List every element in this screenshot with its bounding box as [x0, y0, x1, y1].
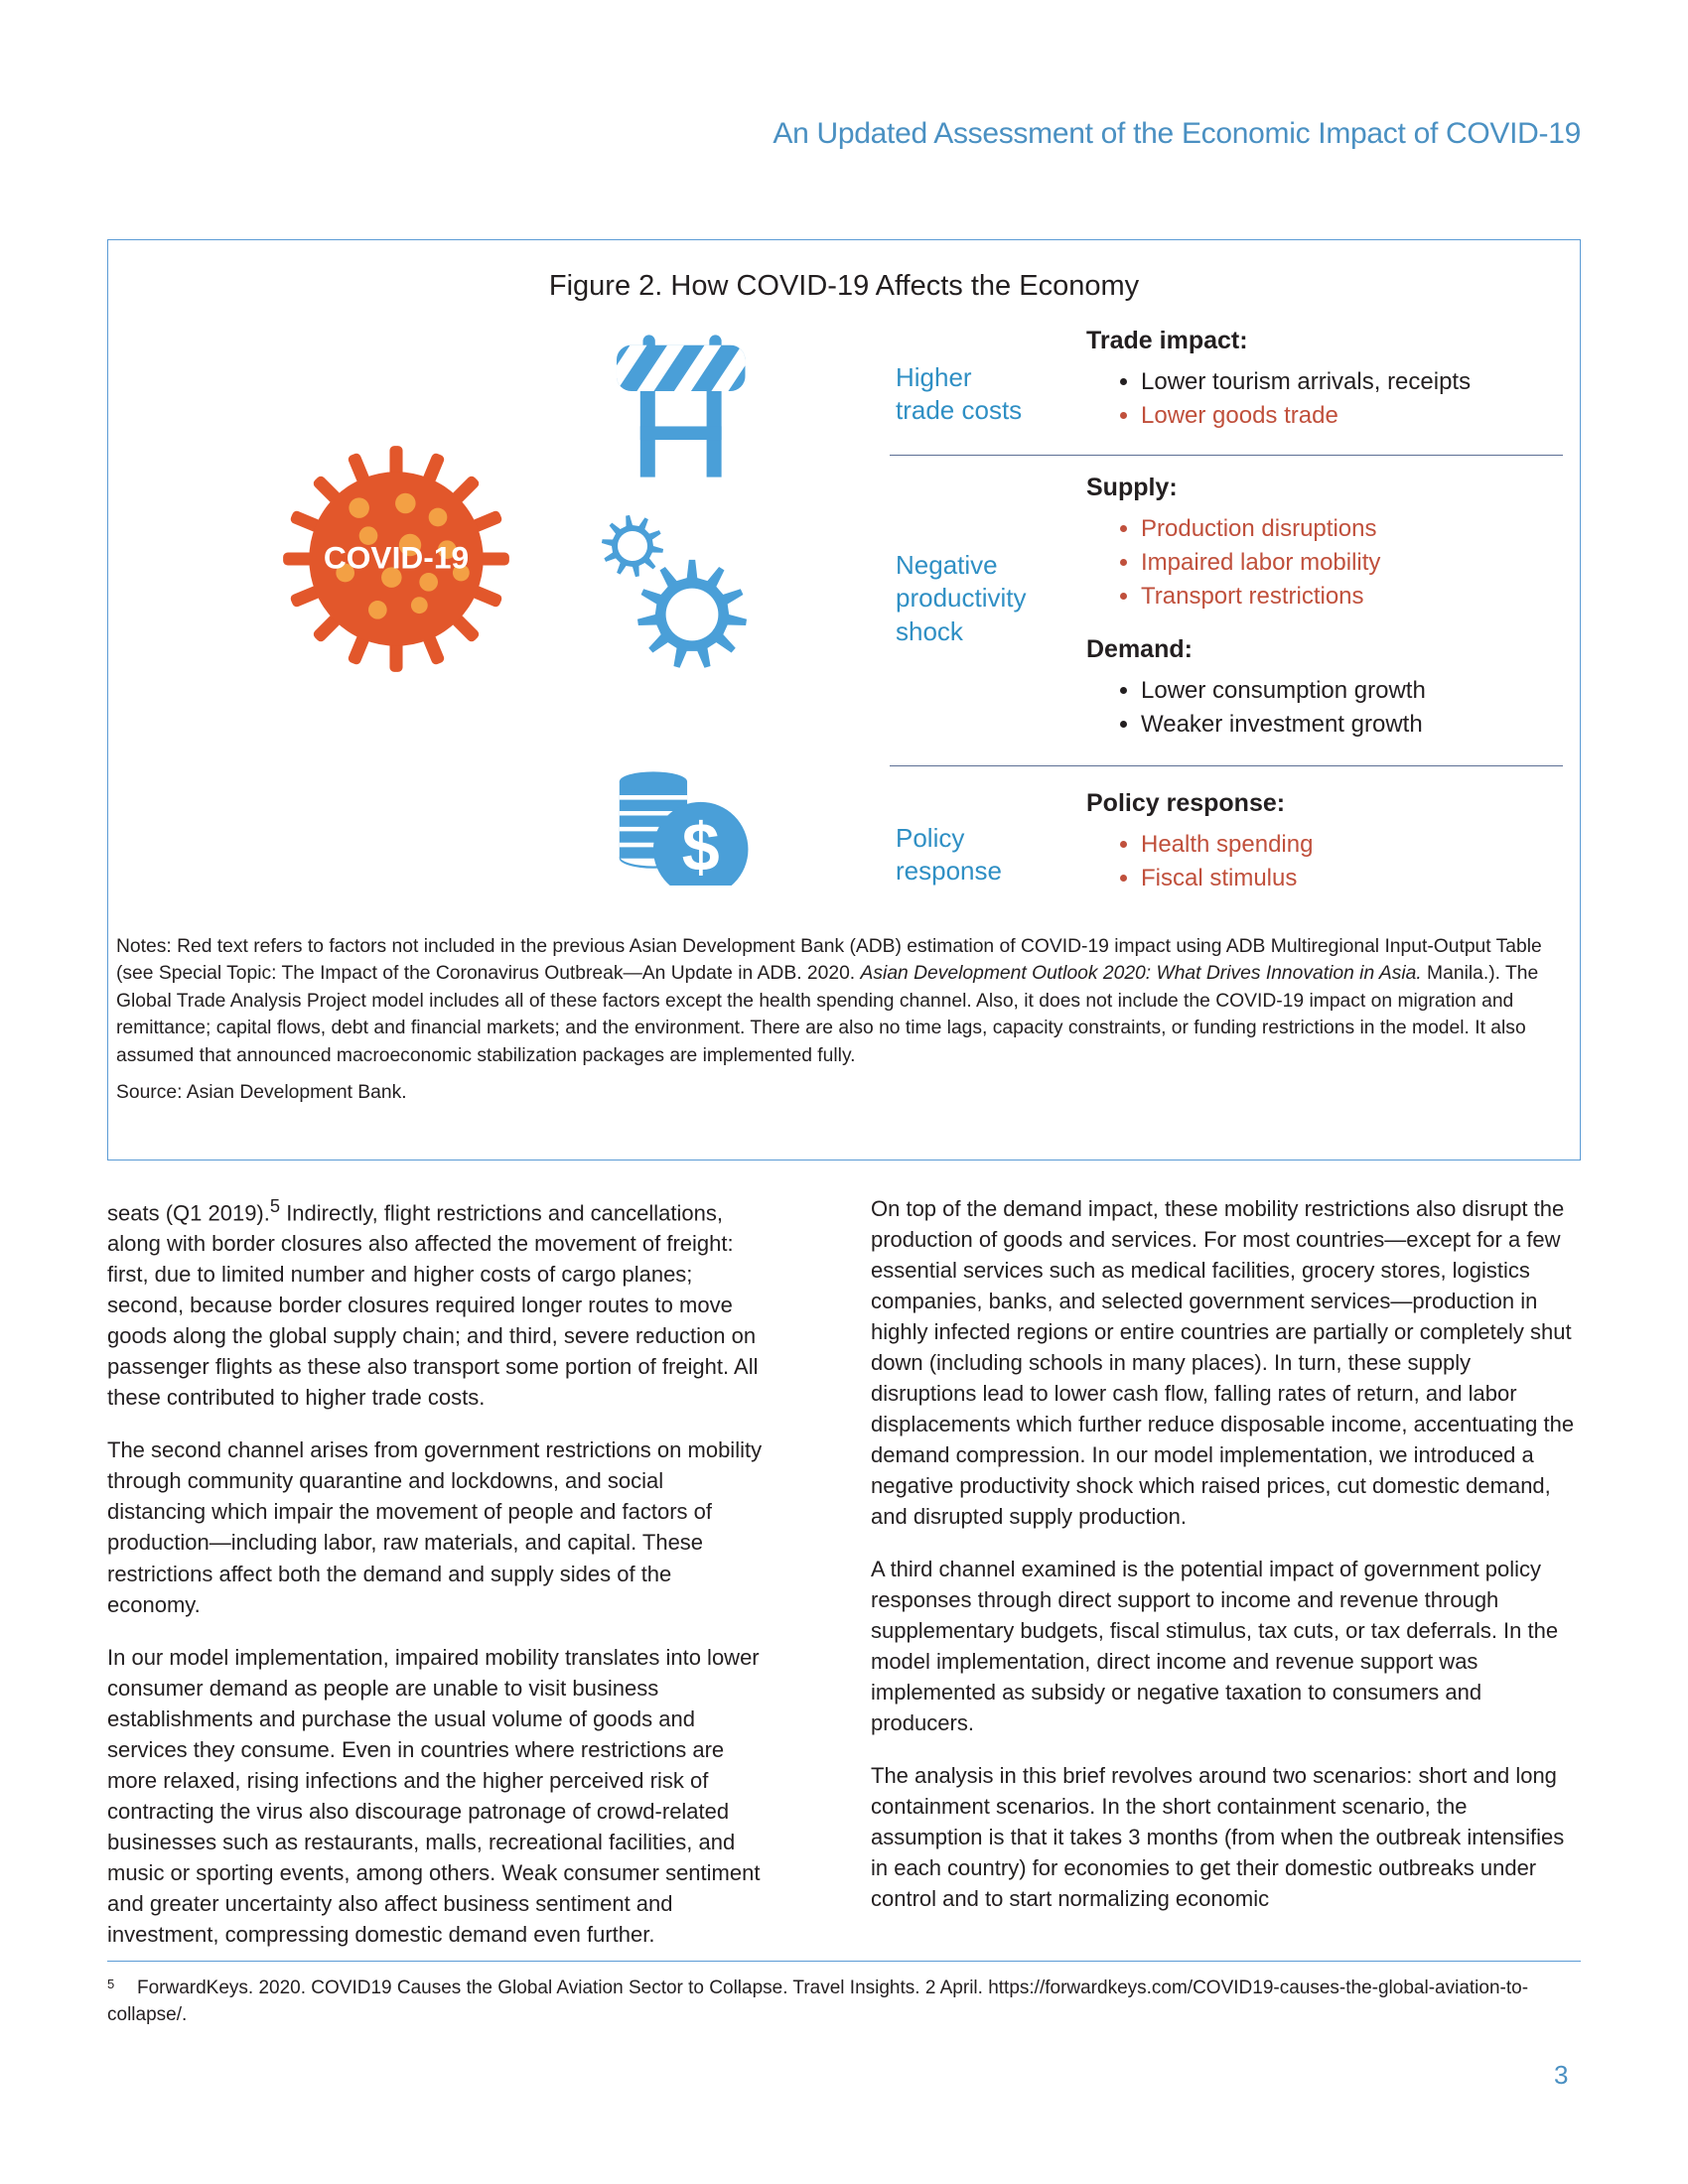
svg-text:$: $ [682, 810, 720, 886]
svg-text:COVID-19: COVID-19 [324, 539, 469, 575]
